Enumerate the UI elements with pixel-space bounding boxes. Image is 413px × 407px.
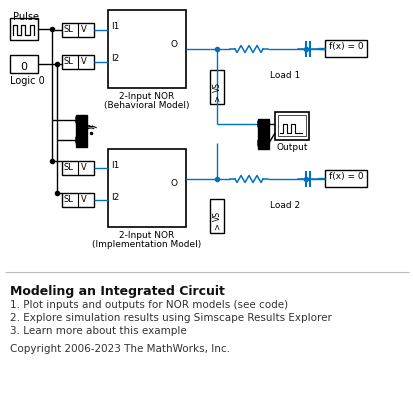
- Bar: [76, 115, 87, 147]
- Bar: [108, 10, 185, 88]
- Text: O: O: [171, 179, 178, 188]
- Bar: [209, 199, 223, 233]
- Bar: [108, 149, 185, 227]
- Text: Copyright 2006-2023 The MathWorks, Inc.: Copyright 2006-2023 The MathWorks, Inc.: [10, 344, 230, 354]
- Text: I1: I1: [111, 22, 119, 31]
- Text: ~: ~: [86, 122, 94, 132]
- Text: Load 1: Load 1: [269, 71, 299, 80]
- Text: VS: VS: [212, 211, 221, 221]
- Bar: [10, 18, 38, 40]
- Text: V: V: [81, 163, 87, 172]
- Bar: [209, 70, 223, 104]
- Bar: [62, 193, 94, 207]
- Text: 0: 0: [21, 62, 27, 72]
- Text: (Implementation Model): (Implementation Model): [92, 240, 201, 249]
- Text: 1. Plot inputs and outputs for NOR models (see code): 1. Plot inputs and outputs for NOR model…: [10, 300, 287, 310]
- Text: 2-Input NOR: 2-Input NOR: [119, 92, 174, 101]
- Text: Pulse: Pulse: [13, 12, 39, 22]
- Bar: [324, 40, 366, 57]
- Text: V: V: [81, 195, 87, 204]
- Text: f(x) = 0: f(x) = 0: [328, 42, 363, 51]
- Bar: [274, 112, 308, 140]
- Text: >: >: [212, 94, 221, 101]
- Bar: [62, 55, 94, 69]
- Polygon shape: [76, 117, 87, 123]
- Bar: [324, 170, 366, 187]
- Text: SL: SL: [64, 25, 74, 34]
- Text: SL: SL: [64, 57, 74, 66]
- Text: I2: I2: [111, 54, 119, 63]
- Bar: [257, 119, 268, 149]
- Polygon shape: [257, 140, 268, 146]
- Text: (Behavioral Model): (Behavioral Model): [104, 101, 189, 110]
- Text: SL: SL: [64, 163, 74, 172]
- Text: 2. Explore simulation results using Simscape Results Explorer: 2. Explore simulation results using Sims…: [10, 313, 331, 323]
- Text: >: >: [212, 223, 221, 230]
- Text: 2-Input NOR: 2-Input NOR: [119, 231, 174, 240]
- Text: I2: I2: [111, 193, 119, 202]
- Text: 3. Learn more about this example: 3. Learn more about this example: [10, 326, 186, 336]
- Text: Load 2: Load 2: [269, 201, 299, 210]
- Bar: [10, 55, 38, 73]
- Text: Logic 0: Logic 0: [10, 76, 45, 86]
- Text: I1: I1: [111, 161, 119, 170]
- Text: O: O: [171, 40, 178, 49]
- Text: V: V: [81, 25, 87, 34]
- Polygon shape: [76, 137, 87, 143]
- Text: VS: VS: [212, 82, 221, 92]
- Text: f(x) = 0: f(x) = 0: [328, 172, 363, 181]
- Text: Output: Output: [275, 143, 307, 152]
- Bar: [277, 115, 305, 136]
- Bar: [62, 23, 94, 37]
- Text: Modeling an Integrated Circuit: Modeling an Integrated Circuit: [10, 285, 224, 298]
- Bar: [62, 161, 94, 175]
- Text: SL: SL: [64, 195, 74, 204]
- Text: V: V: [81, 57, 87, 66]
- Polygon shape: [257, 121, 268, 127]
